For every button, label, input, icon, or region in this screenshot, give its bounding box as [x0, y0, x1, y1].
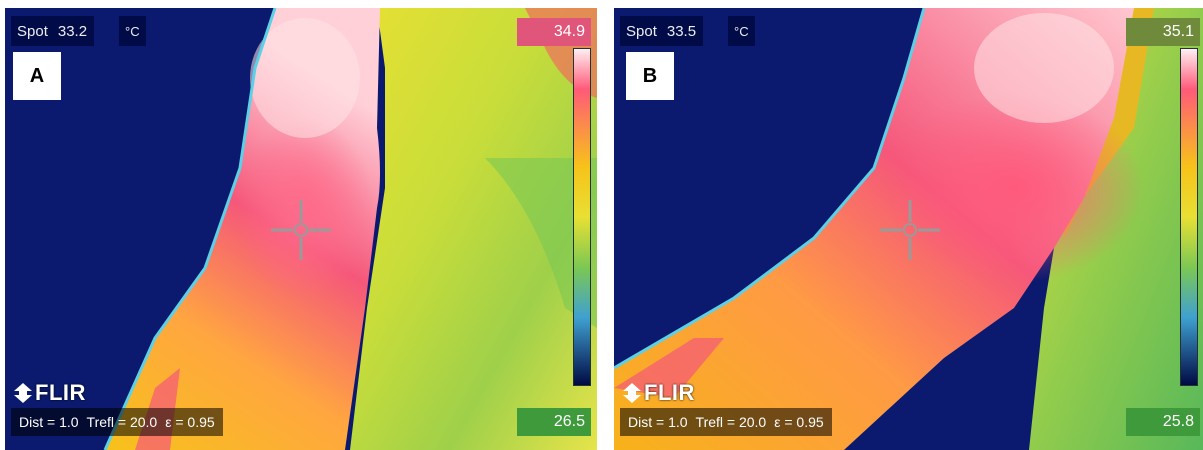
- scale-max-value: 35.1: [1126, 18, 1200, 46]
- flir-logo-icon: [14, 383, 32, 403]
- spot-value: 33.5: [666, 22, 697, 40]
- flir-logo: FLIR: [622, 380, 695, 406]
- spot-readout: Spot 33.5: [620, 16, 704, 46]
- scale-max-value: 34.9: [517, 18, 591, 46]
- flir-logo: FLIR: [13, 380, 86, 406]
- spot-crosshair-icon: [271, 200, 331, 260]
- flir-logo-text: FLIR: [644, 380, 695, 405]
- thermal-image-b: Spot 33.5 °C B 35.1 25.8 FLIR Dist = 1.0…: [614, 8, 1203, 450]
- spot-crosshair-icon: [880, 200, 940, 260]
- flir-logo-icon: [623, 383, 641, 403]
- panel-label-b: B: [626, 52, 674, 100]
- unit-label: °C: [728, 16, 755, 46]
- spot-readout: Spot 33.2: [11, 16, 95, 46]
- temperature-colorbar: [573, 48, 591, 386]
- scale-min-value: 26.5: [517, 408, 591, 436]
- scale-min-value: 25.8: [1126, 408, 1200, 436]
- measurement-parameters: Dist = 1.0 Trefl = 20.0 ε = 0.95: [620, 408, 832, 436]
- trefl-param: Trefl = 20.0: [86, 414, 158, 430]
- emissivity-param: ε = 0.95: [165, 414, 215, 430]
- emissivity-param: ε = 0.95: [774, 414, 824, 430]
- unit-label: °C: [119, 16, 146, 46]
- spot-label: Spot: [626, 22, 657, 40]
- spot-value: 33.2: [57, 22, 88, 40]
- thermal-scene-b: [614, 8, 1203, 450]
- spot-label: Spot: [17, 22, 48, 40]
- temperature-colorbar: [1180, 48, 1198, 386]
- distance-param: Dist = 1.0: [628, 414, 688, 430]
- measurement-parameters: Dist = 1.0 Trefl = 20.0 ε = 0.95: [11, 408, 223, 436]
- flir-logo-text: FLIR: [35, 380, 86, 405]
- trefl-param: Trefl = 20.0: [695, 414, 767, 430]
- distance-param: Dist = 1.0: [19, 414, 79, 430]
- thermal-image-a: Spot 33.2 °C A 34.9 26.5 FLIR Dist = 1.0…: [5, 8, 597, 450]
- panel-label-a: A: [13, 52, 61, 100]
